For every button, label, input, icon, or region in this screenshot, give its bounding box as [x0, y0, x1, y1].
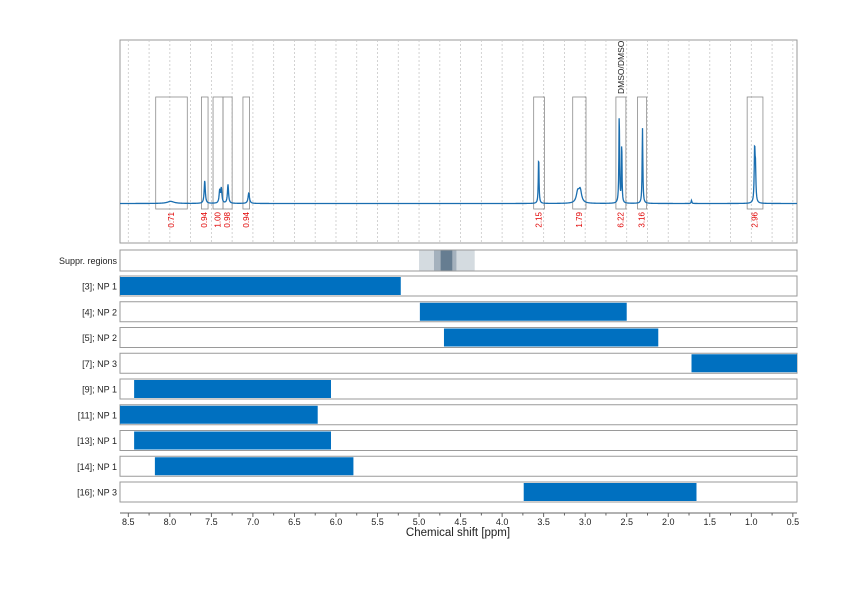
solvent-annotation: DMSO/DMSO — [616, 40, 626, 94]
integral-region-box — [615, 96, 627, 210]
suppressed-region-shade — [440, 250, 453, 271]
integral-region-box — [222, 96, 233, 210]
spectrum-frame — [119, 39, 798, 244]
x-tick-label: 1.5 — [704, 517, 717, 527]
x-tick-label: 1.0 — [745, 517, 758, 527]
spectrum-trace — [120, 118, 797, 205]
integral-label: 2.15 — [535, 211, 544, 227]
x-tick-label: 8.0 — [164, 517, 177, 527]
row-label: [16]; NP 3 — [77, 488, 117, 498]
range-bar — [691, 354, 797, 373]
integral-region-box — [572, 96, 587, 210]
range-bar — [523, 483, 697, 501]
range-bar — [154, 457, 354, 476]
integral-label: 0.71 — [167, 211, 176, 227]
integral-label: 1.00 — [214, 211, 223, 227]
x-axis: 8.5 8.0 7.5 7.0 6.5 6.0 5.5 5.0 4.5 4.0 3.5 3.0 2.5 2… — [120, 512, 800, 527]
integral-region-box — [242, 96, 250, 210]
x-tick-label: 6.0 — [330, 517, 343, 527]
integral-region-box — [155, 96, 188, 210]
integral-label: 0.94 — [200, 211, 209, 227]
integral-label: 1.79 — [575, 211, 584, 227]
integral-label: 0.98 — [223, 211, 232, 227]
spectrum-panel: 0.71 0.94 1.00 0.98 0.94 2.15 1.79 6.22 DMSO/DMS… — [119, 39, 798, 244]
range-bar — [120, 277, 401, 295]
row-label: [4]; NP 2 — [82, 307, 117, 317]
integral-label: 2.96 — [751, 211, 760, 227]
row-label: [14]; NP 1 — [77, 462, 117, 472]
x-tick-label: 8.5 — [122, 517, 135, 527]
row-label: [5]; NP 2 — [82, 333, 117, 343]
x-tick-label: 2.5 — [620, 517, 633, 527]
row-label: [11]; NP 1 — [78, 410, 117, 420]
x-tick-label: 3.5 — [537, 517, 550, 527]
range-bar — [120, 405, 318, 424]
integral-label: 0.94 — [242, 211, 251, 227]
x-tick-label: 4.5 — [454, 517, 467, 527]
row-label: [3]; NP 1 — [82, 282, 117, 292]
suppressed-regions-panel: Suppr. regions — [59, 249, 798, 272]
integral-region-box — [201, 96, 209, 210]
integral-label: 6.22 — [616, 211, 625, 227]
x-tick-label: 7.5 — [205, 517, 218, 527]
x-tick-label: 4.0 — [496, 517, 509, 527]
range-bar — [134, 431, 331, 450]
x-tick-label: 3.0 — [579, 517, 592, 527]
suppressed-regions-label: Suppr. regions — [59, 256, 118, 266]
suppressed-regions-frame — [119, 249, 798, 272]
range-rows-panel: [3]; NP 1 [4]; NP 2 [5]; NP 2 [7]; NP 3 [9];… — [77, 275, 798, 503]
x-tick-label: 7.0 — [247, 517, 260, 527]
integral-region-box — [637, 96, 648, 210]
row-label: [13]; NP 1 — [77, 436, 117, 446]
x-tick-label: 0.5 — [787, 517, 800, 527]
range-bar — [134, 380, 331, 398]
row-label: [9]; NP 1 — [82, 385, 117, 395]
x-tick-label: 5.0 — [413, 517, 426, 527]
x-tick-label: 5.5 — [371, 517, 384, 527]
x-tick-label: 6.5 — [288, 517, 301, 527]
range-bar — [443, 328, 659, 347]
x-axis-label: Chemical shift [ppm] — [406, 527, 510, 539]
range-bar — [419, 302, 627, 321]
integral-region-box — [533, 96, 545, 210]
row-label: [7]; NP 3 — [82, 359, 117, 369]
integral-label: 3.16 — [638, 211, 647, 227]
x-tick-label: 2.0 — [662, 517, 675, 527]
integral-region-box — [746, 96, 764, 210]
